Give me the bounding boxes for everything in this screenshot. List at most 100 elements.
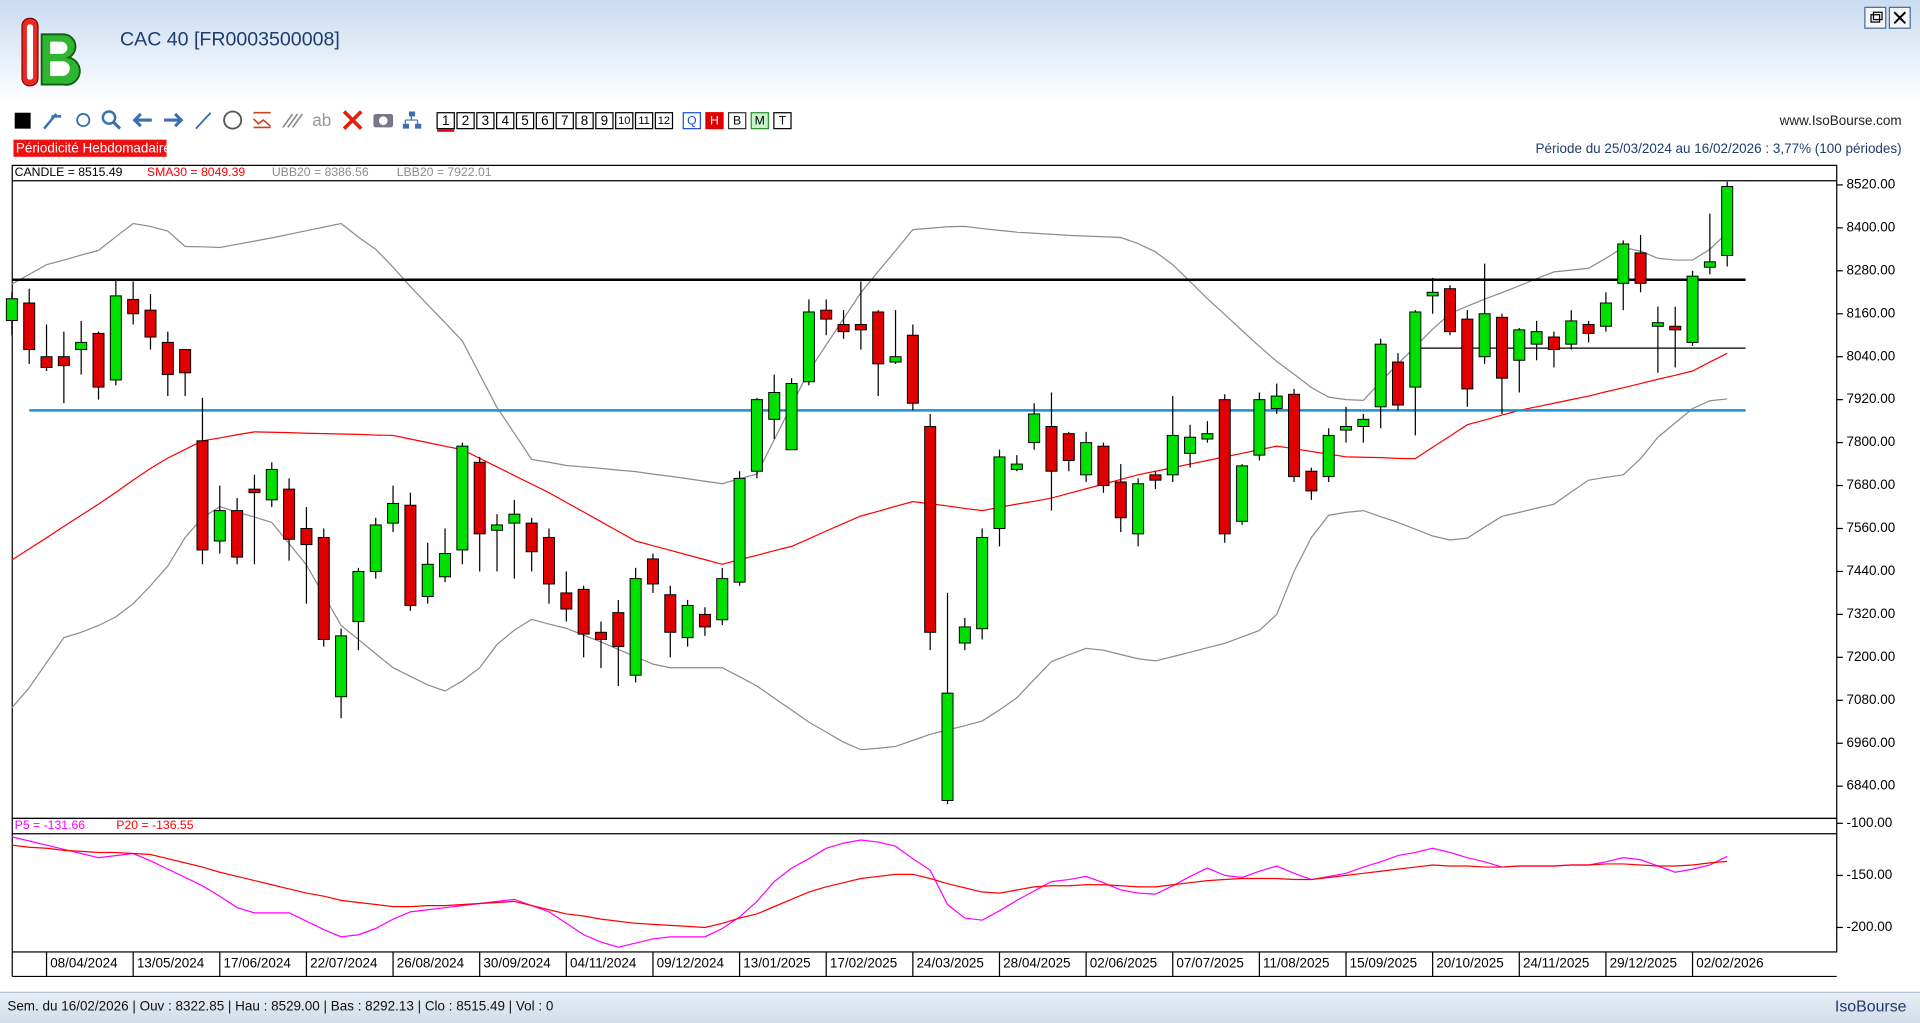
y-tick-label: 7320.00 [1847,606,1896,621]
y-tick-label: 8520.00 [1847,176,1896,191]
forward-tool[interactable] [164,112,184,128]
delete-tool[interactable] [342,110,363,130]
view-button[interactable]: H [705,112,724,130]
candle-body [664,594,677,633]
legend-entry: CANDLE = 8515.49 [15,165,123,179]
candle-body [785,383,798,451]
candle-body [335,635,348,698]
camera-tool[interactable] [373,113,394,128]
periodicity-badge [13,139,167,157]
y-tick-label: 7800.00 [1847,434,1896,449]
candle-body [75,341,88,351]
period-button-label: 9 [601,113,608,128]
x-tick-label: 13/05/2024 [137,956,205,971]
period-button[interactable]: 4 [496,112,515,130]
y-tick-label: 8280.00 [1847,262,1896,277]
x-tick-label: 17/02/2025 [830,956,897,971]
period: Période du 25/03/2024 au 16/02/2026 : 3,… [1536,141,1902,156]
candle-body [144,309,157,338]
candle-body [681,604,694,639]
window-title: CAC 40 [FR0003500008] [120,29,340,51]
x-tick-label: 28/04/2025 [1003,956,1070,971]
candle-body [1461,318,1474,390]
period-button[interactable]: 12 [654,112,674,130]
period-button-box [595,112,614,130]
period-button[interactable]: 2 [456,112,475,130]
candle-body [1599,302,1612,327]
fibo-tool[interactable] [282,113,304,128]
view-button[interactable]: T [773,112,792,130]
y-tick-label: 7200.00 [1847,649,1896,664]
candle-body [317,536,330,640]
view-button[interactable]: M [750,112,769,130]
candle-body [1721,186,1734,256]
restore-button[interactable] [1864,6,1887,29]
candle-body [196,440,209,551]
candle-body [1617,243,1630,284]
period-button[interactable]: 7 [555,112,574,130]
crosshair-tool[interactable] [76,113,91,128]
period-button[interactable]: 3 [476,112,495,130]
period-button[interactable]: 1 [436,112,455,132]
x-tick-label: 08/04/2024 [50,956,118,971]
candle-body [387,502,400,524]
candle-body [92,332,105,388]
candle-body [1703,261,1716,268]
x-tick-label: 02/02/2026 [1696,956,1763,971]
view-button-label: M [755,114,765,128]
candle-body [906,334,919,404]
zoom-tool[interactable] [101,110,122,130]
candle-body [248,488,261,494]
candle-body [300,528,313,546]
view-button-label: B [733,114,741,128]
candle-body [941,692,954,801]
candle-body [1565,320,1578,345]
candle-body [802,311,815,383]
period-button-label: 11 [638,115,649,127]
candle-body [231,510,244,558]
candle-body [161,341,174,376]
line-tool[interactable] [195,112,212,130]
candle-body [889,356,902,363]
candle-body [1236,465,1249,522]
x-tick-label: 02/06/2025 [1090,956,1157,971]
candle-body [473,461,486,535]
period-button[interactable]: 9 [595,112,614,130]
period-button-box [654,112,674,130]
candle-body [404,504,417,606]
view-button-box [750,112,769,130]
period-button[interactable]: 10 [615,112,634,130]
y-tick-label: 7080.00 [1847,692,1896,707]
x-tick-label: 07/07/2025 [1176,956,1243,971]
candle-body [1651,322,1664,327]
legend-entry: UBB20 = 8386.56 [272,165,369,179]
text-tool[interactable]: ab [312,110,331,130]
period-button[interactable]: 5 [515,112,535,130]
period-button-box [456,112,475,130]
back-tool[interactable] [132,112,152,128]
candle-body [976,536,989,630]
period-button[interactable]: 6 [535,112,555,130]
candle-body [1409,311,1422,388]
indicator-tool[interactable] [252,111,272,129]
x-tick-label: 29/12/2025 [1610,956,1677,971]
view-button[interactable]: B [727,112,747,130]
candle-body [750,399,763,472]
status-bar [0,992,1920,1023]
view-button[interactable]: Q [682,112,702,130]
circle-tool[interactable] [223,110,243,130]
periodicity: Périodicité Hebdomadaire [16,140,171,155]
draw-tool[interactable] [43,113,62,130]
period-button[interactable]: 8 [575,112,594,130]
close-button[interactable] [1888,6,1911,29]
color-tool[interactable] [14,112,31,129]
y-tick-label: 7440.00 [1847,563,1896,578]
legend-entry: LBB20 = 7922.01 [397,165,492,179]
period-button-label: 1 [442,113,449,128]
candle-body [1149,474,1162,481]
period-button[interactable]: 11 [634,112,654,130]
period-button-label: 12 [658,115,670,127]
tree-tool[interactable] [402,111,422,129]
